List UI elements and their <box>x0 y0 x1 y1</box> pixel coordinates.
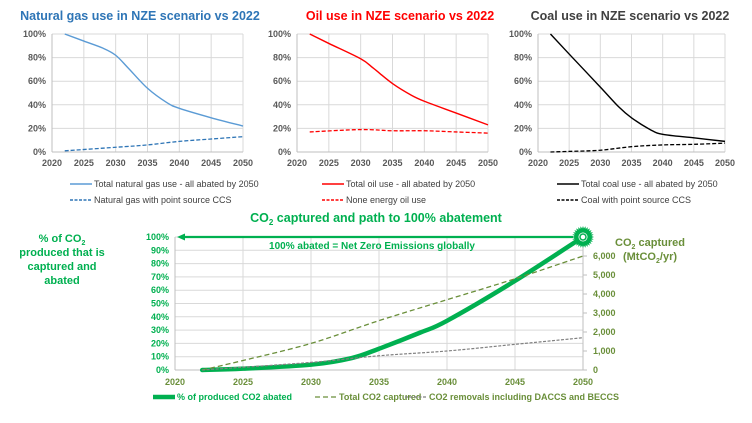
y-tick-label: 10% <box>151 352 169 362</box>
chart-title: Coal use in NZE scenario vs 2022 <box>531 9 730 23</box>
target-arrow-head <box>177 233 185 241</box>
y-tick-label: 50% <box>151 299 169 309</box>
x-tick-label: 2040 <box>414 158 434 168</box>
series-line-total-coal-use-all-abated-by-2050 <box>549 33 726 143</box>
y-tick-label: 20% <box>514 123 532 133</box>
series-line-total-co2-captured <box>202 255 584 371</box>
y-tick-label: 0% <box>33 147 46 157</box>
y-tick-label: 30% <box>151 325 169 335</box>
y-tick-label: 40% <box>514 100 532 110</box>
y-tick-label: 20% <box>151 338 169 348</box>
y-tick-label: 40% <box>151 312 169 322</box>
y-tick-label: 100% <box>23 29 46 39</box>
x-tick-label: 2035 <box>369 377 389 387</box>
x-tick-label: 2045 <box>446 158 466 168</box>
legend-label: Coal with point source CCS <box>581 195 691 205</box>
y2-tick-label: 1,000 <box>593 346 616 356</box>
x-tick-label: 2035 <box>137 158 157 168</box>
x-tick-label: 2030 <box>590 158 610 168</box>
x-tick-label: 2020 <box>42 158 62 168</box>
y-tick-label: 20% <box>273 123 291 133</box>
y2-tick-label: 6,000 <box>593 251 616 261</box>
y-tick-label: 40% <box>273 100 291 110</box>
series-line-co2-removals-including-daccs-and-beccs <box>202 337 584 371</box>
x-tick-label: 2025 <box>74 158 94 168</box>
chart-co2-captured: 0% 10% 20% 30% 40% 50% 60% 70% 80% 90% 100% 2020 202… <box>146 226 619 402</box>
x-tick-label: 2050 <box>715 158 735 168</box>
y2-tick-label: 5,000 <box>593 270 616 280</box>
y-tick-label: 100% <box>146 232 169 242</box>
target-annotation: 100% abated = Net Zero Emissions globall… <box>269 241 475 252</box>
series-line-none-energy-oil-use <box>309 128 489 134</box>
y-tick-label: 80% <box>273 53 291 63</box>
chart-title: Oil use in NZE scenario vs 2022 <box>306 9 494 23</box>
y-tick-label: 80% <box>28 53 46 63</box>
y-tick-label: 0% <box>519 147 532 157</box>
y-tick-label: 20% <box>28 123 46 133</box>
legend-label: Total natural gas use - all abated by 20… <box>94 179 259 189</box>
end-marker-ring <box>579 233 587 241</box>
x-tick-label: 2035 <box>621 158 641 168</box>
x-tick-label: 2030 <box>106 158 126 168</box>
legend-label: Total coal use - all abated by 2050 <box>581 179 718 189</box>
x-tick-label: 2040 <box>437 377 457 387</box>
y-tick-label: 60% <box>514 76 532 86</box>
x-tick-label: 2025 <box>319 158 339 168</box>
y2-tick-label: 4,000 <box>593 289 616 299</box>
y-tick-label: 40% <box>28 100 46 110</box>
legend-label: CO2 removals including DACCS and BECCS <box>429 392 619 402</box>
y-tick-label: 60% <box>151 285 169 295</box>
x-tick-label: 2020 <box>165 377 185 387</box>
y2-tick-label: 0 <box>593 365 598 375</box>
y-tick-label: 90% <box>151 245 169 255</box>
y-tick-label: 60% <box>28 76 46 86</box>
x-tick-label: 2050 <box>233 158 253 168</box>
x-tick-label: 2025 <box>233 377 253 387</box>
legend-label: None energy oil use <box>346 195 426 205</box>
legend-label: % of produced CO2 abated <box>177 392 292 402</box>
series-line-of-produced-co2-abated <box>199 234 586 373</box>
x-tick-label: 2045 <box>201 158 221 168</box>
x-tick-label: 2020 <box>528 158 548 168</box>
y-tick-label: 80% <box>151 259 169 269</box>
x-tick-label: 2025 <box>559 158 579 168</box>
y-tick-label: 70% <box>151 272 169 282</box>
x-tick-label: 2050 <box>573 377 593 387</box>
legend-label: Total CO2 captured <box>339 392 421 402</box>
x-tick-label: 2020 <box>287 158 307 168</box>
series-line-total-natural-gas-use-all-abated-by-2050 <box>64 33 244 127</box>
y-tick-label: 0% <box>156 365 169 375</box>
series-line-total-oil-use-all-abated-by-2050 <box>309 33 489 126</box>
chart-title: Natural gas use in NZE scenario vs 2022 <box>20 9 260 23</box>
legend-label: Total oil use - all abated by 2050 <box>346 179 475 189</box>
x-tick-label: 2030 <box>351 158 371 168</box>
legend-label: Natural gas with point source CCS <box>94 195 232 205</box>
y-tick-label: 80% <box>514 53 532 63</box>
x-tick-label: 2030 <box>301 377 321 387</box>
series-line-coal-with-point-source-ccs <box>550 142 726 153</box>
x-tick-label: 2040 <box>169 158 189 168</box>
chart-coal-use-in-nze-scenario-vs-2022: Coal use in NZE scenario vs 2022 0% 20% 40%… <box>509 9 735 205</box>
x-tick-label: 2050 <box>478 158 498 168</box>
series-line-natural-gas-with-point-source-ccs <box>64 136 244 152</box>
x-tick-label: 2045 <box>684 158 704 168</box>
x-tick-label: 2035 <box>382 158 402 168</box>
chart-natural-gas-use-in-nze-scenario-vs-2022: Natural gas use in NZE scenario vs 2022 0… <box>20 9 260 205</box>
x-tick-label: 2040 <box>653 158 673 168</box>
y2-tick-label: 3,000 <box>593 308 616 318</box>
y-tick-label: 0% <box>278 147 291 157</box>
y2-tick-label: 2,000 <box>593 327 616 337</box>
y-tick-label: 100% <box>268 29 291 39</box>
chart-oil-use-in-nze-scenario-vs-2022: Oil use in NZE scenario vs 2022 0% 20% 40% 6… <box>268 9 498 205</box>
x-tick-label: 2045 <box>505 377 525 387</box>
y-tick-label: 60% <box>273 76 291 86</box>
y-tick-label: 100% <box>509 29 532 39</box>
